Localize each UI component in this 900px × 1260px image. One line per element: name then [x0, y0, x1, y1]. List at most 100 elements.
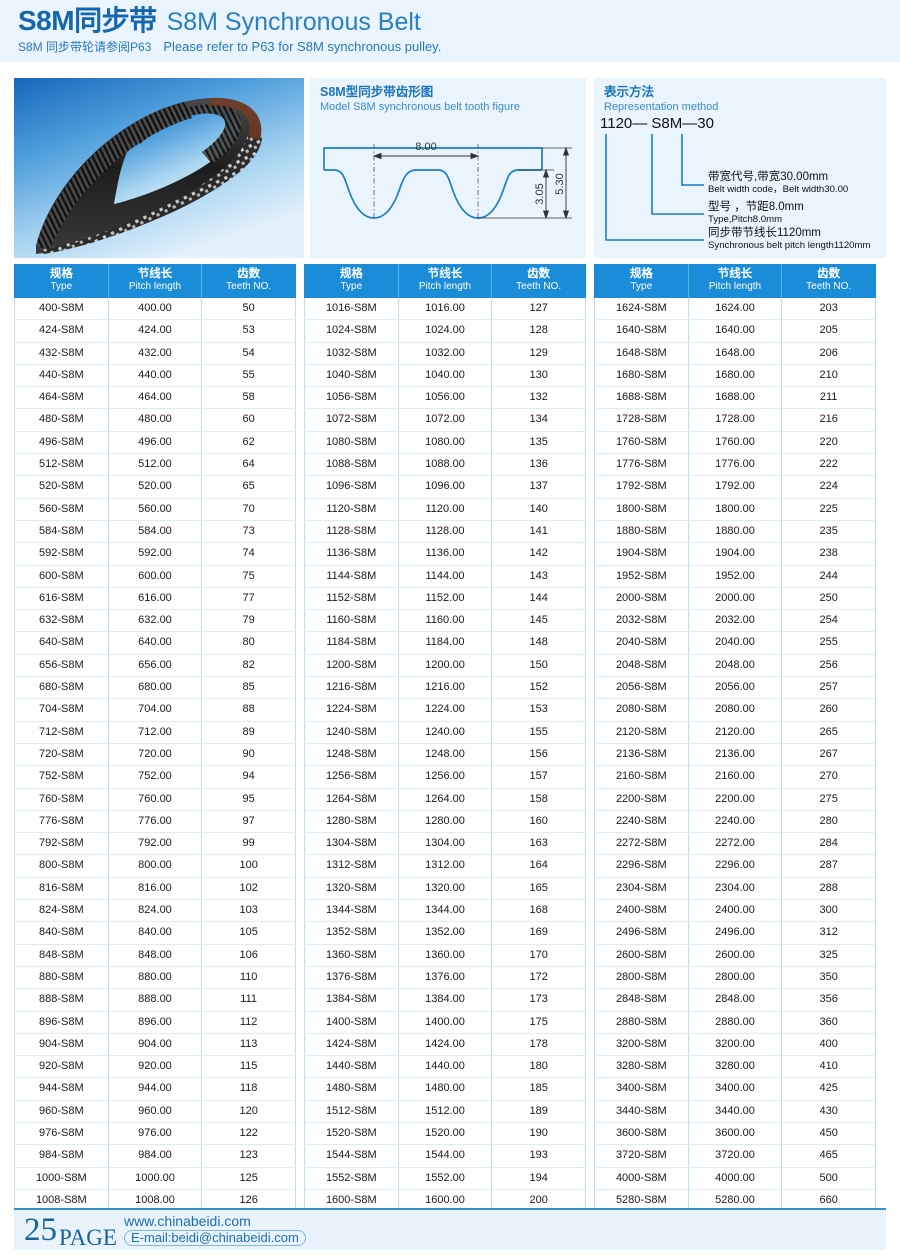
cell-pitch-length: 560.00 — [108, 498, 203, 521]
cell-pitch-length: 896.00 — [108, 1011, 203, 1034]
cell-type: 920-S8M — [14, 1055, 109, 1079]
cell-type: 1320-S8M — [304, 877, 399, 901]
table-row: 752-S8M 752.00 94 — [14, 765, 296, 789]
cell-teeth-no: 175 — [491, 1011, 586, 1034]
cell-type: 960-S8M — [14, 1100, 109, 1123]
page-subtitle-cn: S8M 同步带轮请参阅P63 — [18, 40, 152, 55]
table-row: 1776-S8M 1776.00 222 — [594, 453, 876, 477]
cell-type: 984-S8M — [14, 1144, 109, 1168]
cell-teeth-no: 244 — [781, 565, 876, 588]
cell-pitch-length: 1600.00 — [398, 1189, 493, 1213]
table-row: 496-S8M 496.00 62 — [14, 431, 296, 455]
table-row: 1952-S8M 1952.00 244 — [594, 565, 876, 588]
col-header-pitch-cn: 节线长 — [427, 268, 463, 281]
tooth-profile-drawing: 8.00 3.05 5.30 — [323, 141, 572, 220]
cell-teeth-no: 225 — [781, 498, 876, 521]
cell-teeth-no: 106 — [201, 944, 296, 967]
cell-type: 1880-S8M — [594, 520, 689, 544]
cell-teeth-no: 77 — [201, 587, 296, 611]
cell-teeth-no: 62 — [201, 431, 296, 455]
table-row: 800-S8M 800.00 100 — [14, 854, 296, 878]
cell-teeth-no: 127 — [491, 298, 586, 321]
table-row: 1600-S8M 1600.00 200 — [304, 1189, 586, 1213]
cell-type: 1376-S8M — [304, 966, 399, 990]
cell-teeth-no: 267 — [781, 743, 876, 767]
cell-teeth-no: 173 — [491, 988, 586, 1012]
email-link[interactable]: E-mail:beidi@chinabeidi.com — [123, 1229, 306, 1247]
spec-table-block-1: 规格 Type 节线长 Pitch length 齿数 Teeth NO. — [14, 264, 296, 1234]
cell-type: 2136-S8M — [594, 743, 689, 767]
cell-teeth-no: 256 — [781, 654, 876, 678]
cell-pitch-length: 616.00 — [108, 587, 203, 611]
cell-type: 2048-S8M — [594, 654, 689, 678]
cell-type: 1424-S8M — [304, 1033, 399, 1057]
cell-type: 2240-S8M — [594, 810, 689, 834]
table-body-2: 1016-S8M 1016.00 127 1024-S8M 1024.00 128 1032… — [304, 298, 586, 1234]
table-row: 2800-S8M 2800.00 350 — [594, 966, 876, 990]
cell-pitch-length: 1264.00 — [398, 788, 493, 811]
cell-teeth-no: 130 — [491, 364, 586, 388]
cell-teeth-no: 145 — [491, 609, 586, 633]
cell-pitch-length: 824.00 — [108, 899, 203, 923]
col-header-pitch-length: 节线长 Pitch length — [397, 264, 493, 298]
table-row: 592-S8M 592.00 74 — [14, 542, 296, 566]
cell-type: 2848-S8M — [594, 988, 689, 1012]
footer-contact: www.chinabeidi.com E-mail:beidi@chinabei… — [123, 1212, 306, 1247]
cell-pitch-length: 600.00 — [108, 565, 203, 588]
cell-type: 712-S8M — [14, 721, 109, 744]
table-row: 712-S8M 712.00 89 — [14, 721, 296, 744]
cell-type: 600-S8M — [14, 565, 109, 588]
cell-type: 640-S8M — [14, 631, 109, 655]
cell-type: 1520-S8M — [304, 1122, 399, 1146]
cell-pitch-length: 2056.00 — [688, 676, 783, 700]
table-row: 2272-S8M 2272.00 284 — [594, 832, 876, 856]
website-link[interactable]: www.chinabeidi.com — [123, 1212, 251, 1229]
col-header-pitch-length: 节线长 Pitch length — [687, 264, 783, 298]
table-row: 432-S8M 432.00 54 — [14, 342, 296, 365]
cell-pitch-length: 640.00 — [108, 631, 203, 655]
cell-pitch-length: 632.00 — [108, 609, 203, 633]
cell-pitch-length: 760.00 — [108, 788, 203, 811]
cell-teeth-no: 172 — [491, 966, 586, 990]
col-header-type-en: Type — [630, 281, 653, 293]
table-row: 1304-S8M 1304.00 163 — [304, 832, 586, 856]
cell-pitch-length: 480.00 — [108, 408, 203, 432]
cell-type: 1248-S8M — [304, 743, 399, 767]
table-row: 1624-S8M 1624.00 203 — [594, 298, 876, 321]
spec-table-block-3: 规格 Type 节线长 Pitch length 齿数 Teeth NO. — [594, 264, 876, 1234]
cell-pitch-length: 2136.00 — [688, 743, 783, 767]
cell-pitch-length: 2400.00 — [688, 899, 783, 923]
cell-pitch-length: 400.00 — [108, 298, 203, 321]
table-row: 560-S8M 560.00 70 — [14, 498, 296, 521]
cell-teeth-no: 160 — [491, 810, 586, 834]
table-row: 2048-S8M 2048.00 256 — [594, 654, 876, 678]
cell-pitch-length: 792.00 — [108, 832, 203, 856]
cell-teeth-no: 410 — [781, 1055, 876, 1079]
cell-type: 1264-S8M — [304, 788, 399, 811]
cell-teeth-no: 120 — [201, 1100, 296, 1123]
cell-teeth-no: 103 — [201, 899, 296, 923]
cell-teeth-no: 53 — [201, 319, 296, 343]
table-row: 640-S8M 640.00 80 — [14, 631, 296, 655]
cell-teeth-no: 128 — [491, 319, 586, 343]
table-row: 792-S8M 792.00 99 — [14, 832, 296, 856]
tooth-figure-panel: S8M型同步带齿形图 Model S8M synchronous belt to… — [310, 78, 586, 258]
cell-type: 848-S8M — [14, 944, 109, 967]
cell-teeth-no: 287 — [781, 854, 876, 878]
cell-pitch-length: 512.00 — [108, 453, 203, 477]
cell-pitch-length: 1144.00 — [398, 565, 493, 588]
cell-type: 1280-S8M — [304, 810, 399, 834]
cell-teeth-no: 425 — [781, 1077, 876, 1101]
cell-teeth-no: 50 — [201, 298, 296, 321]
cell-type: 1512-S8M — [304, 1100, 399, 1123]
table-row: 920-S8M 920.00 115 — [14, 1055, 296, 1079]
cell-type: 840-S8M — [14, 921, 109, 945]
cell-type: 1024-S8M — [304, 319, 399, 343]
cell-type: 824-S8M — [14, 899, 109, 923]
cell-type: 2296-S8M — [594, 854, 689, 878]
note-0-en: Belt width code，Belt width30.00 — [708, 184, 848, 195]
cell-teeth-no: 112 — [201, 1011, 296, 1034]
cell-teeth-no: 350 — [781, 966, 876, 990]
cell-pitch-length: 2032.00 — [688, 609, 783, 633]
top-panels: S8M型同步带齿形图 Model S8M synchronous belt to… — [14, 78, 886, 258]
